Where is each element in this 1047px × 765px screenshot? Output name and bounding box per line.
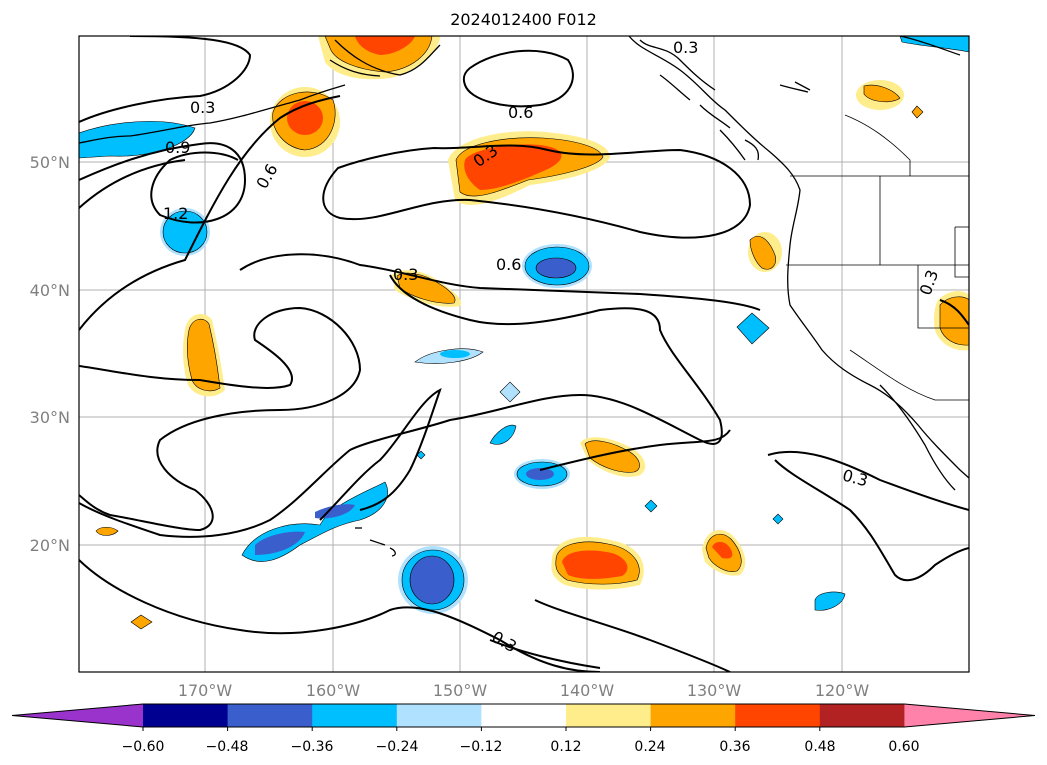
contour-label: 0.3 bbox=[840, 465, 870, 490]
contour-label: 1.2 bbox=[163, 204, 188, 223]
colorbar-tick: 0.36 bbox=[719, 739, 750, 755]
contour-label: 0.9 bbox=[165, 138, 190, 157]
map-frame bbox=[78, 35, 970, 673]
negative-anomalies bbox=[79, 36, 969, 614]
contour-label: 0.3 bbox=[673, 38, 698, 57]
lon-label: 140°W bbox=[560, 681, 615, 700]
contour-label: 0.3 bbox=[916, 267, 943, 297]
colorbar-segment bbox=[819, 704, 905, 727]
borders bbox=[786, 114, 969, 401]
colorbar-segment bbox=[650, 704, 736, 727]
colorbar-tick: 0.48 bbox=[804, 739, 835, 755]
coastline bbox=[79, 36, 969, 557]
lon-label: 120°W bbox=[815, 681, 870, 700]
colorbar-tick: −0.36 bbox=[291, 739, 334, 755]
colorbar-tick: −0.12 bbox=[460, 739, 503, 755]
colorbar-segment bbox=[566, 704, 652, 727]
colorbar-ticks: −0.60 −0.48 −0.36 −0.24 −0.12 0.12 0.24 … bbox=[122, 739, 920, 755]
colorbar-tick: 0.24 bbox=[634, 739, 665, 755]
colorbar-segments bbox=[11, 703, 1036, 731]
colorbar-extend-max bbox=[904, 704, 1035, 727]
map-content: 0.3 0.9 1.2 0.6 0.6 0.3 0.6 0.3 0.3 0.3 … bbox=[79, 36, 969, 672]
colorbar-tick: −0.48 bbox=[206, 739, 249, 755]
colorbar-segment bbox=[396, 704, 482, 727]
lon-label: 160°W bbox=[306, 681, 361, 700]
lon-label: 130°W bbox=[687, 681, 742, 700]
colorbar-segment bbox=[481, 704, 567, 727]
lon-label: 150°W bbox=[433, 681, 488, 700]
contour-label: 0.3 bbox=[190, 98, 215, 117]
colorbar-tick: −0.60 bbox=[122, 739, 165, 755]
colorbar-segment bbox=[312, 704, 398, 727]
lat-label: 20°N bbox=[30, 536, 70, 555]
colorbar-segment bbox=[143, 704, 229, 727]
lat-label: 40°N bbox=[30, 281, 70, 300]
contour-label: 0.3 bbox=[489, 627, 521, 656]
contour-label: 0.6 bbox=[252, 161, 281, 193]
latitude-labels: 50°N 40°N 30°N 20°N bbox=[30, 153, 70, 555]
contour-lines bbox=[79, 36, 969, 672]
colorbar-tick: −0.24 bbox=[376, 739, 419, 755]
colorbar-tick: 0.60 bbox=[888, 739, 919, 755]
colorbar-segment bbox=[227, 704, 313, 727]
contour-label: 0.6 bbox=[508, 103, 533, 122]
colorbar-extend-min bbox=[12, 704, 143, 727]
lon-label: 170°W bbox=[178, 681, 233, 700]
contour-label: 0.6 bbox=[496, 255, 521, 274]
longitude-labels: 170°W 160°W 150°W 140°W 130°W 120°W bbox=[178, 681, 870, 700]
colorbar-segment bbox=[735, 704, 821, 727]
lat-label: 30°N bbox=[30, 408, 70, 427]
lat-label: 50°N bbox=[30, 153, 70, 172]
colorbar: −0.60 −0.48 −0.36 −0.24 −0.12 0.12 0.24 … bbox=[11, 703, 1036, 755]
colorbar-tick: 0.12 bbox=[550, 739, 581, 755]
positive-anomalies bbox=[95, 36, 969, 630]
contour-label: 0.3 bbox=[393, 265, 418, 284]
map-title: 2024012400 F012 bbox=[450, 10, 597, 29]
